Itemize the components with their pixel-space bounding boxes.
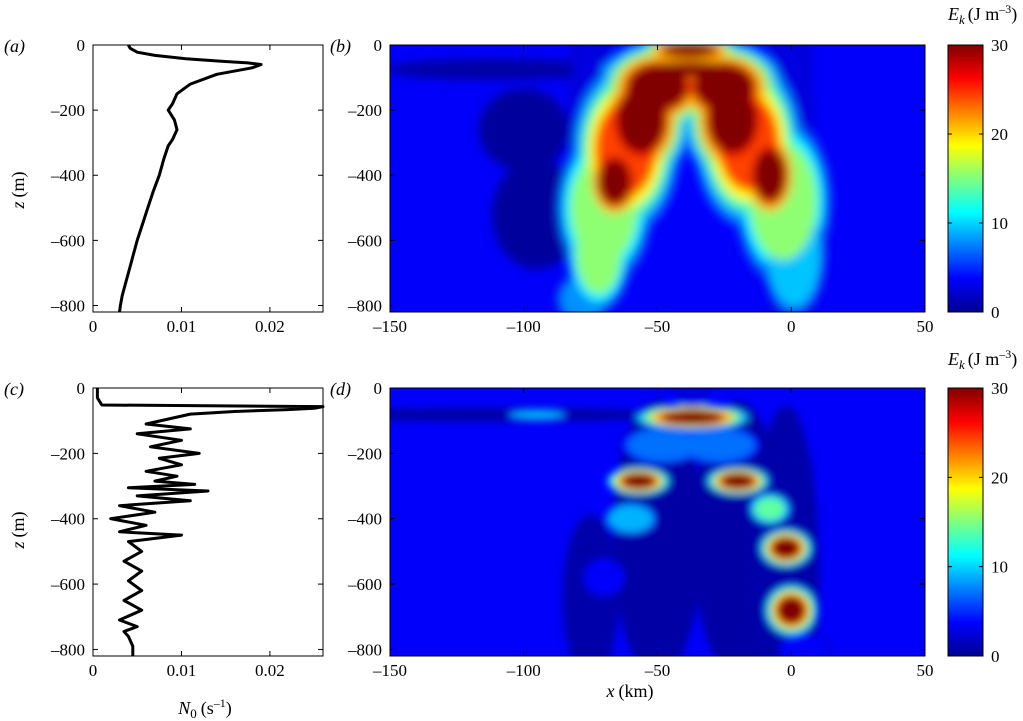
x-tick-label: –150 — [372, 661, 407, 680]
x-tick-label: –100 — [506, 661, 541, 680]
energy-patch — [662, 45, 717, 58]
colorbar-ramp — [947, 387, 984, 657]
x-tick-label: 0 — [787, 661, 796, 680]
x-axis-label-c: N0 (s–1) — [177, 696, 232, 721]
axes-b: –150 –100 –50 0 50 0 –200 –400 –600 –800 — [347, 36, 934, 336]
colorbar-tick-label: 20 — [991, 125, 1008, 144]
energy-patch — [622, 473, 655, 489]
y-tick-label: –800 — [347, 296, 382, 315]
y-tick-label: –600 — [50, 231, 85, 250]
energy-patch — [598, 158, 631, 205]
x-tick-label: 0.02 — [255, 317, 285, 336]
x-tick-label: –50 — [644, 317, 671, 336]
y-tick-label: 0 — [374, 379, 383, 398]
panel-label-c: (c) — [4, 379, 24, 400]
energy-patch — [583, 558, 625, 597]
energy-patch — [576, 212, 621, 295]
energy-patch — [644, 62, 736, 77]
y-axis-label-a: z(m) — [8, 171, 29, 209]
y-tick-label: –400 — [347, 510, 382, 529]
y-tick-label: –800 — [347, 640, 382, 659]
panel-label-b: (b) — [330, 36, 351, 57]
energy-patch — [608, 505, 653, 533]
x-tick-label: –50 — [644, 661, 671, 680]
colorbar-tick-label: 30 — [991, 379, 1008, 398]
colorbar-tick-label: 0 — [991, 647, 1000, 666]
colorbar-b: 0 10 20 30 — [947, 36, 1008, 322]
x-tick-label: 0.01 — [167, 661, 197, 680]
y-tick-label: –400 — [50, 510, 85, 529]
x-tick-label: –100 — [506, 317, 541, 336]
y-tick-label: 0 — [77, 379, 86, 398]
x-tick-label: 50 — [917, 661, 934, 680]
energy-patch — [721, 473, 754, 489]
energy-patch — [779, 633, 831, 656]
energy-patch — [754, 497, 785, 521]
energy-patch — [662, 410, 722, 424]
axes-a: 0 0.01 0.02 0 –200 –400 –600 –800 — [50, 36, 324, 336]
x-tick-label: 0 — [787, 317, 796, 336]
profile-line-c — [95, 388, 325, 656]
axes-d: –150 –100 –50 0 50 0 –200 –400 –600 –800 — [347, 379, 934, 680]
energy-patch — [627, 429, 699, 462]
y-tick-label: –200 — [347, 101, 382, 120]
panel-label-a: (a) — [4, 36, 25, 57]
plot-frame-a — [92, 44, 324, 313]
x-tick-label: 0.01 — [167, 317, 197, 336]
y-tick-label: –400 — [347, 166, 382, 185]
colorbar-title-d: Ek (J m–3) — [947, 347, 1017, 372]
x-axis-label-d: x (km) — [606, 681, 654, 702]
energy-patch — [683, 429, 755, 462]
y-tick-label: –200 — [50, 444, 85, 463]
plot-frame-c — [92, 387, 324, 657]
colorbar-tick-label: 0 — [991, 303, 1000, 322]
colorbar-tick-label: 10 — [991, 558, 1008, 577]
colorbar-ramp — [947, 44, 984, 313]
y-tick-label: –200 — [347, 444, 382, 463]
energy-patch — [390, 59, 610, 80]
energy-patch — [777, 597, 805, 624]
energy-patch — [562, 514, 619, 656]
energy-patch — [612, 400, 703, 656]
heatmap-b — [390, 45, 925, 312]
colorbar-d: 0 10 20 30 — [947, 379, 1008, 666]
y-tick-label: –600 — [347, 231, 382, 250]
colorbar-tick-label: 30 — [991, 36, 1008, 55]
x-tick-label: 50 — [917, 317, 934, 336]
axes-c: 0 0.01 0.02 0 –200 –400 –600 –800 — [50, 379, 324, 680]
y-tick-label: –800 — [50, 640, 85, 659]
energy-patch — [676, 388, 708, 409]
plot-frame-b — [389, 44, 926, 313]
energy-patch — [510, 410, 564, 420]
colorbar-title-b: Ek (J m–3) — [947, 2, 1017, 27]
energy-patch — [753, 149, 786, 202]
x-tick-label: –150 — [372, 317, 407, 336]
energy-patch — [772, 538, 800, 558]
x-tick-label: 0.02 — [255, 661, 285, 680]
plot-frame-d — [389, 387, 926, 657]
energy-patch — [478, 88, 569, 171]
y-tick-label: –600 — [50, 575, 85, 594]
energy-patch — [694, 64, 754, 111]
x-tick-label: 0 — [89, 661, 98, 680]
y-tick-label: 0 — [77, 36, 86, 55]
colorbar-tick-label: 20 — [991, 468, 1008, 487]
heatmap-d — [390, 388, 925, 656]
y-axis-label-c: z(m) — [8, 511, 29, 549]
x-tick-label: 0 — [89, 317, 98, 336]
y-tick-label: 0 — [374, 36, 383, 55]
colorbar-tick-label: 10 — [991, 214, 1008, 233]
energy-patch — [492, 159, 583, 270]
y-tick-label: –600 — [347, 575, 382, 594]
y-tick-label: –200 — [50, 101, 85, 120]
panel-label-d: (d) — [330, 379, 351, 400]
y-tick-label: –400 — [50, 166, 85, 185]
profile-line-a — [118, 44, 263, 313]
y-tick-label: –800 — [50, 296, 85, 315]
